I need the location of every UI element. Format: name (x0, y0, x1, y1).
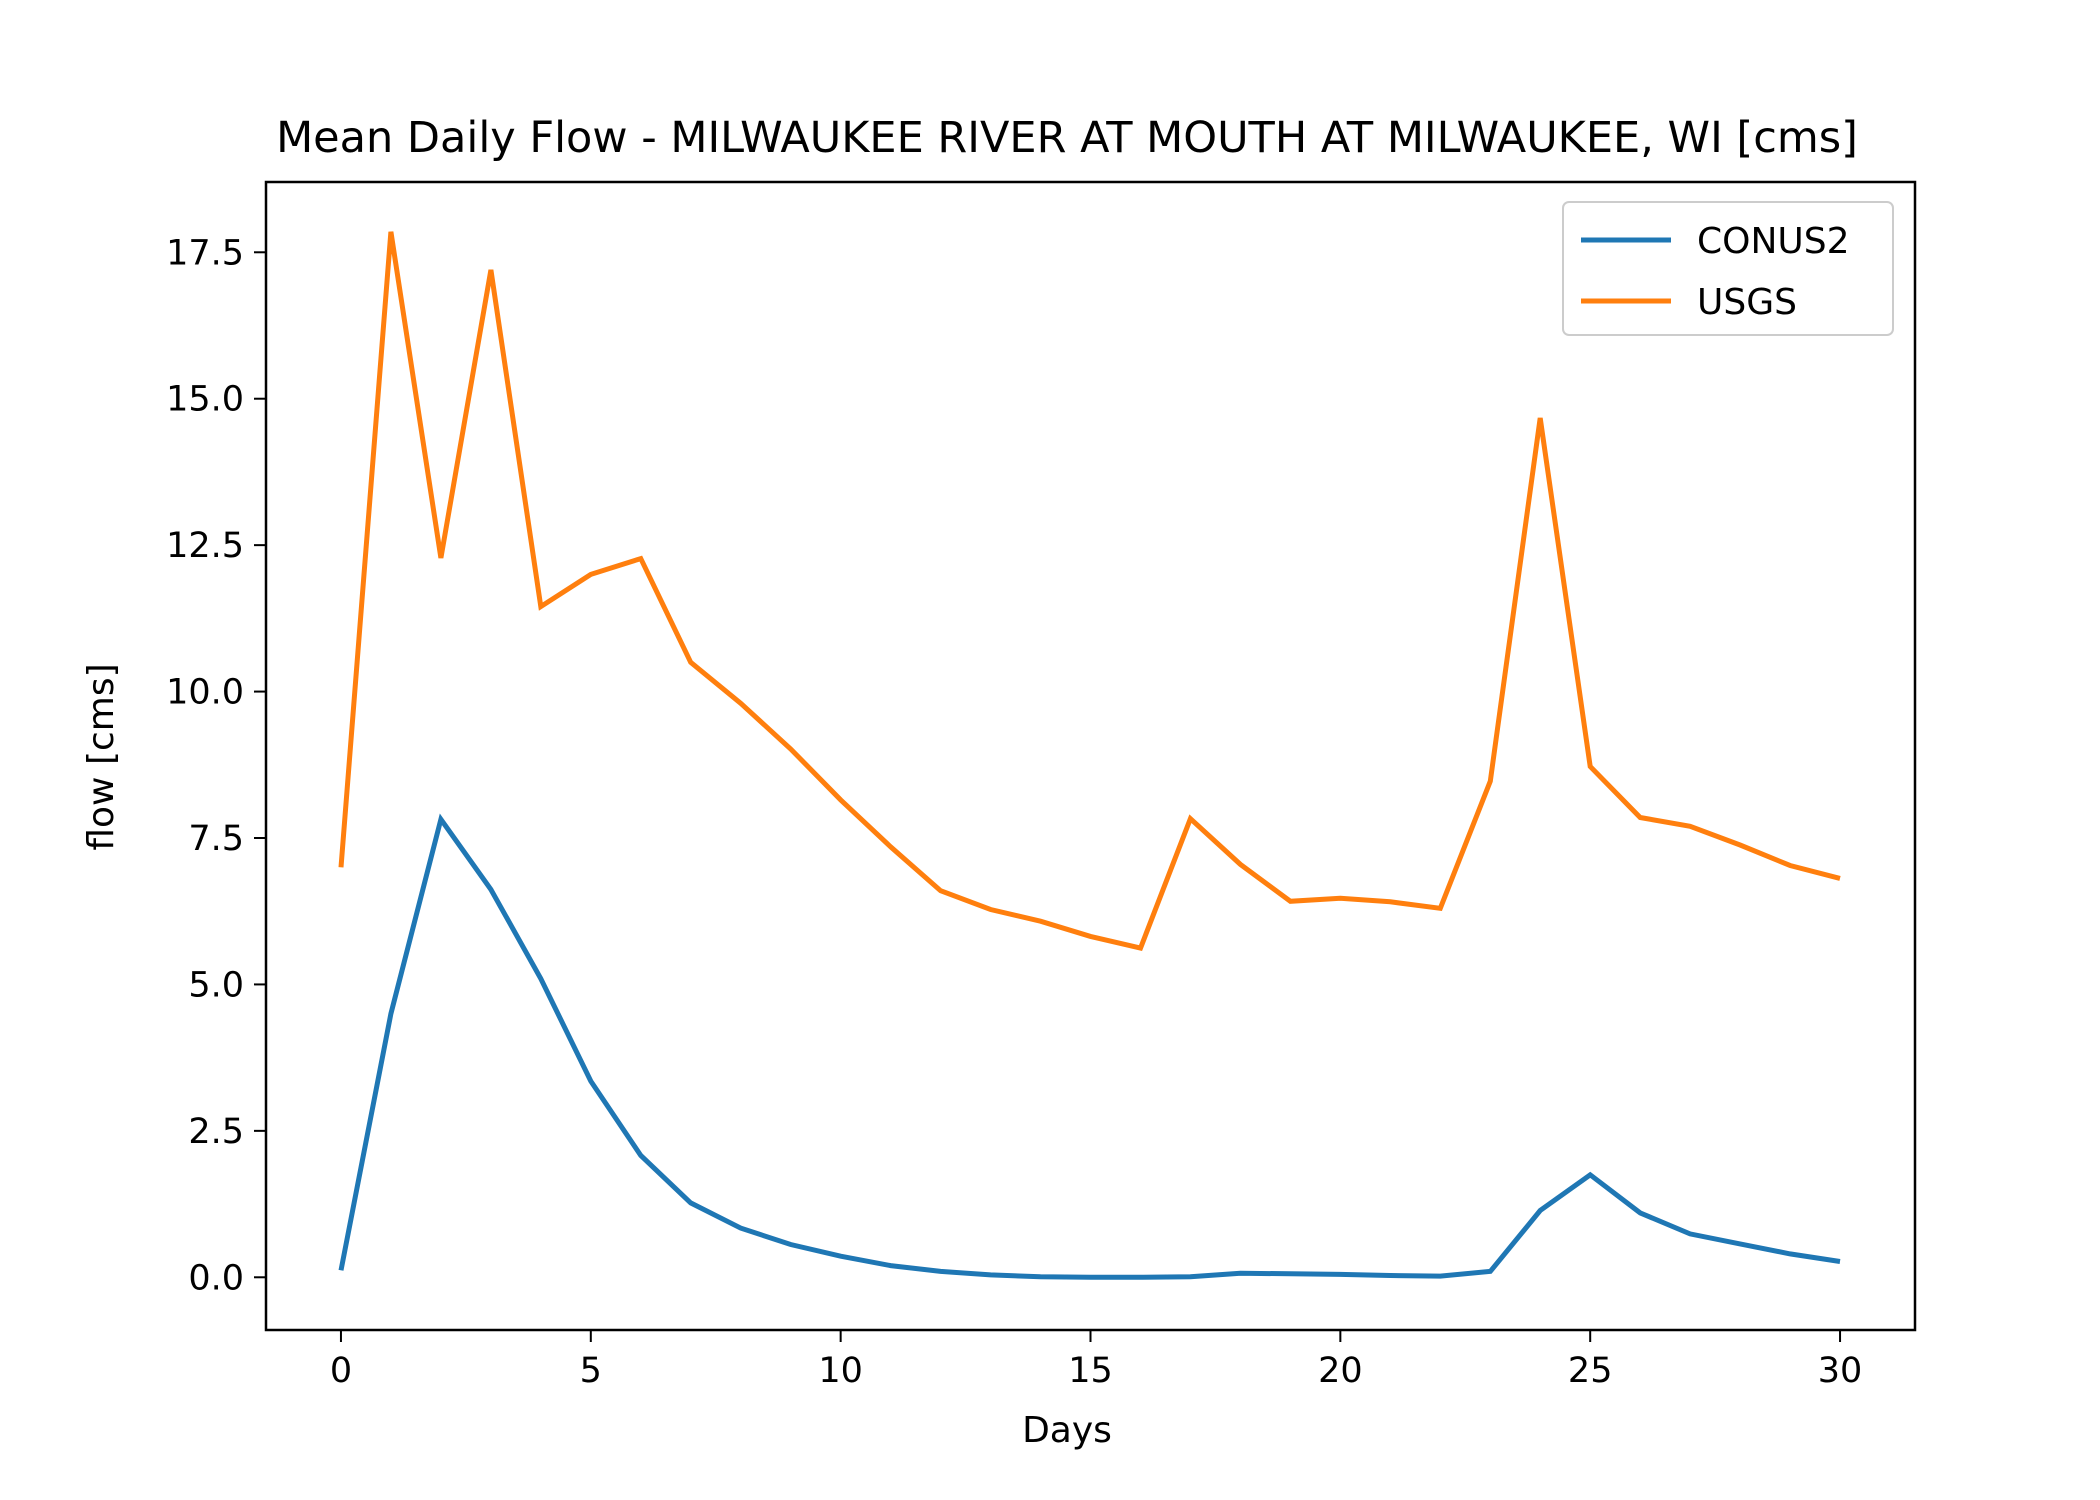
y-tick-label: 2.5 (188, 1112, 244, 1152)
x-axis-label: Days (1022, 1410, 1112, 1451)
x-tick-label: 10 (818, 1351, 863, 1391)
series-line-usgs (338, 231, 1841, 952)
legend: CONUS2 USGS (1562, 201, 1894, 336)
y-tick-label: 17.5 (166, 233, 244, 273)
axes-layer: 0 5 10 15 20 25 30 0.0 2.5 5.0 7.5 10.0 12.5 15.0 17.5 (166, 180, 1917, 1391)
y-tick-label: 15.0 (166, 380, 244, 420)
legend-label-usgs: USGS (1697, 282, 1797, 323)
legend-label-conus2: CONUS2 (1697, 221, 1850, 262)
x-tick-label: 25 (1568, 1351, 1613, 1391)
series-layer (338, 231, 1841, 1280)
y-tick-label: 0.0 (188, 1258, 244, 1298)
x-tick-label: 30 (1818, 1351, 1863, 1391)
series-line-conus2 (338, 813, 1841, 1280)
x-tick-label: 15 (1068, 1351, 1113, 1391)
y-tick-label: 5.0 (188, 965, 244, 1005)
x-tick-label: 20 (1318, 1351, 1363, 1391)
y-tick-label: 7.5 (188, 819, 244, 859)
x-tick-label: 0 (330, 1351, 352, 1391)
chart-title: Mean Daily Flow - MILWAUKEE RIVER AT MOU… (276, 113, 1858, 163)
y-axis-label: flow [cms] (81, 663, 122, 850)
y-tick-label: 12.5 (166, 526, 244, 566)
y-tick-label: 10.0 (166, 673, 244, 713)
x-tick-label: 5 (580, 1351, 602, 1391)
